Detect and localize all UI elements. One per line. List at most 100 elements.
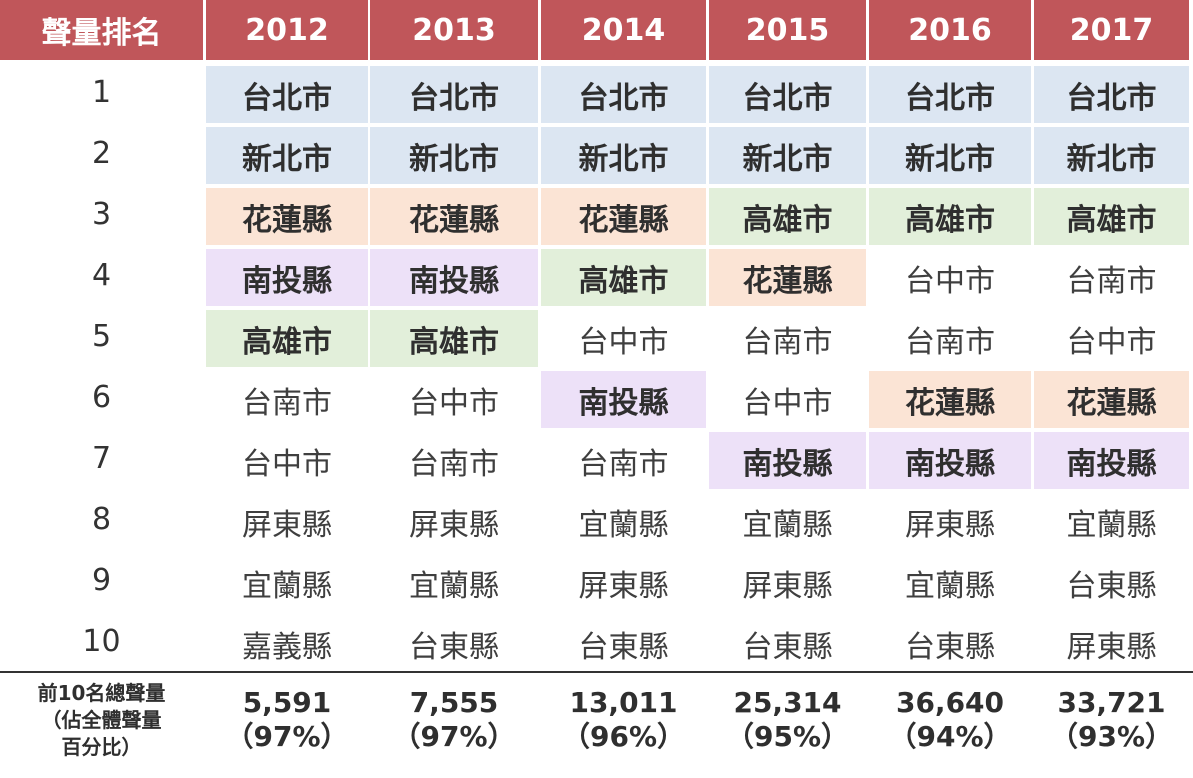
rank-number: 5 [91,318,112,354]
table-cell: 嘉義縣 [242,629,332,665]
table-cell: 屏東縣 [742,568,833,604]
table-cell: 高雄市 [709,188,866,245]
table-cell: 台北市 [1034,66,1189,123]
table-cell: 花蓮縣 [541,188,706,245]
rank-number: 9 [91,562,112,598]
table-cell: 台中市 [905,263,995,299]
table-cell: 台中市 [742,385,833,421]
header-year-2014: 2014 [541,0,706,60]
table-cell: 高雄市 [541,249,706,306]
table-cell: 台東縣 [742,629,833,665]
header-year-2012: 2012 [206,0,368,60]
footer-total-cell: 13,011 （96%） [541,686,706,762]
rank-number: 2 [91,135,112,171]
table-cell: 新北市 [869,127,1031,184]
table-cell: 宜蘭縣 [242,568,332,604]
footer-percent-value: （97%） [392,720,516,753]
table-cell: 南投縣 [206,249,368,306]
header-year-2017: 2017 [1034,0,1189,60]
footer-label-line: 百分比） [61,735,142,759]
table-cell: 花蓮縣 [1034,371,1189,428]
table-cell: 屏東縣 [409,507,499,543]
footer-total-cell: 33,721 （93%） [1034,686,1189,762]
footer-label-line: （佔全體聲量 [41,708,162,732]
table-cell: 宜蘭縣 [409,568,499,604]
table-cell: 新北市 [370,127,538,184]
table-cell: 宜蘭縣 [1066,507,1157,543]
table-cell: 宜蘭縣 [742,507,833,543]
rank-number: 7 [91,440,112,476]
header-year-2013: 2013 [370,0,538,60]
table-cell: 台東縣 [578,629,669,665]
table-cell: 新北市 [1034,127,1189,184]
table-cell: 高雄市 [370,310,538,367]
rank-number: 3 [91,196,112,232]
table-cell: 新北市 [541,127,706,184]
footer-total-cell: 25,314 （95%） [709,686,866,762]
table-cell: 屏東縣 [578,568,669,604]
footer-label: 前10名總聲量 （佔全體聲量 百分比） [0,680,203,761]
table-cell: 南投縣 [709,432,866,489]
table-cell: 宜蘭縣 [905,568,995,604]
table-cell: 南投縣 [370,249,538,306]
table-cell: 台南市 [905,324,995,360]
table-cell: 屏東縣 [242,507,332,543]
rank-number: 4 [91,257,112,293]
table-cell: 台中市 [242,446,332,482]
table-cell: 台南市 [409,446,499,482]
header-rank-label: 聲量排名 [0,0,203,60]
footer-total-cell: 36,640 （94%） [869,686,1031,762]
table-cell: 台北市 [709,66,866,123]
footer-total-value: 25,314 [733,686,842,719]
footer-total-value: 7,555 [409,686,499,719]
table-cell: 台中市 [578,324,669,360]
footer-total-value: 5,591 [242,686,332,719]
table-cell: 台東縣 [905,629,995,665]
footer-divider [0,671,1193,673]
table-cell: 台中市 [409,385,499,421]
footer-total-cell: 5,591 （97%） [206,686,368,762]
table-cell: 花蓮縣 [370,188,538,245]
table-cell: 台南市 [242,385,332,421]
table-cell: 新北市 [206,127,368,184]
table-cell: 台東縣 [409,629,499,665]
table-cell: 台東縣 [1066,568,1157,604]
footer-total-value: 36,640 [895,686,1005,719]
table-cell: 南投縣 [1034,432,1189,489]
table-cell: 台北市 [206,66,368,123]
table-cell: 南投縣 [869,432,1031,489]
table-cell: 宜蘭縣 [578,507,669,543]
rank-number: 10 [82,623,121,659]
footer-percent-value: （96%） [561,720,686,753]
table-cell: 台北市 [869,66,1031,123]
table-cell: 台南市 [1066,263,1157,299]
table-cell: 花蓮縣 [206,188,368,245]
table-cell: 高雄市 [869,188,1031,245]
rank-number: 6 [91,379,112,415]
table-cell: 花蓮縣 [709,249,866,306]
table-cell: 台北市 [541,66,706,123]
table-cell: 屏東縣 [1066,629,1157,665]
footer-percent-value: （93%） [1049,720,1174,753]
footer-total-value: 33,721 [1057,686,1166,719]
footer-percent-value: （97%） [225,720,349,753]
footer-total-cell: 7,555 （97%） [370,686,538,762]
rank-number: 8 [91,501,112,537]
table-cell: 新北市 [709,127,866,184]
table-cell: 屏東縣 [905,507,995,543]
footer-percent-value: （95%） [725,720,850,753]
footer-percent-value: （94%） [888,720,1012,753]
table-cell: 花蓮縣 [869,371,1031,428]
table-cell: 高雄市 [1034,188,1189,245]
header-year-2015: 2015 [709,0,866,60]
footer-label-line: 前10名總聲量 [37,681,166,705]
table-cell: 台中市 [1066,324,1157,360]
table-cell: 高雄市 [206,310,368,367]
footer-total-value: 13,011 [569,686,678,719]
table-cell: 台北市 [370,66,538,123]
rank-number: 1 [91,74,112,110]
table-cell: 台南市 [742,324,833,360]
header-year-2016: 2016 [869,0,1031,60]
table-cell: 南投縣 [541,371,706,428]
table-cell: 台南市 [578,446,669,482]
